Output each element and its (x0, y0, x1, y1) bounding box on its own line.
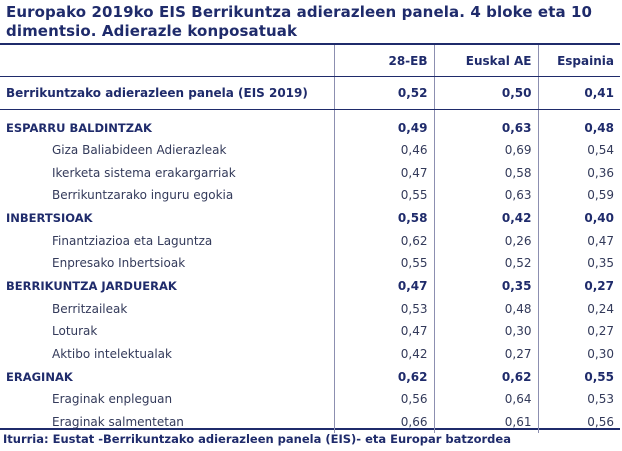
indicator-row-label: Berrikuntzarako inguru egokia (52, 188, 234, 203)
indicator-row-value-eu28: 0,47 (333, 320, 434, 343)
indicator-row: Eraginak salmentetan 0,66 0,61 0,56 (0, 410, 620, 433)
section-row-label: INBERTSIOAK (6, 211, 93, 225)
indicator-row-value-eu28: 0,42 (333, 342, 434, 365)
indicator-row-value-eu28: 0,66 (333, 410, 434, 433)
indicator-row-value-basque-country: 0,64 (433, 388, 538, 411)
indicator-row: Berritzaileak 0,53 0,48 0,24 (0, 297, 620, 320)
section-row-label: ESPARRU BALDINTZAK (6, 120, 152, 135)
summary-label: Berrikuntzako adierazleen panela (EIS 20… (0, 76, 334, 110)
indicator-row-value-basque-country: 0,48 (433, 297, 538, 320)
indicator-row-value-basque-country: 0,63 (433, 184, 538, 207)
indicator-row-value-eu28: 0,62 (333, 229, 434, 252)
indicator-row: Aktibo intelektualak 0,42 0,27 0,30 (0, 342, 620, 365)
section-row-value-spain: 0,48 (537, 116, 620, 139)
indicator-row-label: Giza Baliabideen Adierazleak (52, 143, 227, 158)
section-row-label: ERAGINAK (6, 369, 73, 384)
indicator-row: Ikerketa sistema erakargarriak 0,47 0,58 0,… (0, 161, 620, 184)
indicator-row: Loturak 0,47 0,30 0,27 (0, 320, 620, 343)
section-row: INBERTSIOAK 0,58 0,42 0,40 (0, 206, 620, 230)
indicator-row: Enpresako Inbertsioak 0,55 0,52 0,35 (0, 252, 620, 275)
summary-value-basque-country: 0,50 (433, 76, 538, 110)
indicator-row-value-eu28: 0,53 (333, 297, 434, 320)
indicator-row-value-spain: 0,54 (537, 139, 620, 162)
indicator-row-value-basque-country: 0,30 (433, 320, 538, 343)
indicator-row-value-spain: 0,53 (537, 388, 620, 411)
indicator-row-label: Eraginak salmentetan (52, 414, 184, 429)
indicator-row-value-spain: 0,36 (537, 161, 620, 184)
indicator-row-value-spain: 0,59 (537, 184, 620, 207)
section-row: BERRIKUNTZA JARDUERAK 0,47 0,35 0,27 (0, 274, 620, 298)
section-row-value-basque-country: 0,63 (433, 116, 538, 139)
indicator-row-label: Berritzaileak (52, 301, 128, 316)
indicator-row-label: Aktibo intelektualak (52, 346, 172, 361)
source-note: Iturria: Eustat -Berrikuntzako adierazle… (3, 432, 511, 446)
indicator-row-value-basque-country: 0,58 (433, 161, 538, 184)
indicator-row-label: Ikerketa sistema erakargarriak (52, 165, 236, 180)
section-row-value-eu28: 0,47 (333, 274, 434, 298)
indicator-row: Berrikuntzarako inguru egokia 0,55 0,63 0,5… (0, 184, 620, 207)
indicator-row: Giza Baliabideen Adierazleak 0,46 0,69 0,54 (0, 139, 620, 162)
indicator-row-value-spain: 0,35 (537, 252, 620, 275)
indicator-row-value-eu28: 0,56 (333, 388, 434, 411)
column-header-basque-country: Euskal AE (433, 45, 538, 77)
indicator-row-value-spain: 0,47 (537, 229, 620, 252)
indicator-row-label: Finantziazioa eta Laguntza (52, 233, 213, 248)
indicator-row-value-spain: 0,27 (537, 320, 620, 343)
indicator-row-value-eu28: 0,55 (333, 184, 434, 207)
summary-row: Berrikuntzako adierazleen panela (EIS 20… (0, 76, 620, 110)
section-row-label: BERRIKUNTZA JARDUERAK (6, 279, 177, 293)
column-header-eu28: 28-EB (333, 45, 434, 77)
section-row: ESPARRU BALDINTZAK 0,49 0,63 0,48 (0, 116, 620, 139)
section-row-value-basque-country: 0,35 (433, 274, 538, 298)
indicator-row-label: Loturak (52, 324, 98, 339)
indicator-row-value-spain: 0,56 (537, 410, 620, 433)
spacer-row (0, 109, 620, 116)
section-row-value-spain: 0,40 (537, 206, 620, 230)
indicator-row: Eraginak enpleguan 0,56 0,64 0,53 (0, 388, 620, 411)
summary-value-eu28: 0,52 (333, 76, 434, 110)
indicator-row: Finantziazioa eta Laguntza 0,62 0,26 0,47 (0, 229, 620, 252)
section-row-value-basque-country: 0,62 (433, 365, 538, 388)
indicator-row-label: Eraginak enpleguan (52, 392, 173, 407)
indicator-row-value-basque-country: 0,61 (433, 410, 538, 433)
indicator-row-value-basque-country: 0,52 (433, 252, 538, 275)
section-row-value-eu28: 0,58 (333, 206, 434, 230)
header-row: 28-EB Euskal AE Espainia (0, 45, 620, 77)
indicator-row-value-basque-country: 0,27 (433, 342, 538, 365)
indicator-row-value-basque-country: 0,69 (433, 139, 538, 162)
data-table-frame: 28-EB Euskal AE Espainia Berrikuntzako a… (0, 43, 620, 433)
header-empty-cell (0, 45, 334, 77)
section-row: ERAGINAK 0,62 0,62 0,55 (0, 365, 620, 388)
data-table: 28-EB Euskal AE Espainia Berrikuntzako a… (0, 45, 620, 433)
section-row-value-spain: 0,27 (537, 274, 620, 298)
indicator-row-value-spain: 0,24 (537, 297, 620, 320)
indicator-row-value-eu28: 0,47 (333, 161, 434, 184)
indicator-row-value-eu28: 0,46 (333, 139, 434, 162)
indicator-row-label: Enpresako Inbertsioak (52, 256, 186, 271)
table-title: Europako 2019ko EIS Berrikuntza adierazl… (6, 3, 593, 40)
section-row-value-eu28: 0,49 (333, 116, 434, 139)
section-row-value-basque-country: 0,42 (433, 206, 538, 230)
indicator-row-value-eu28: 0,55 (333, 252, 434, 275)
column-header-spain: Espainia (537, 45, 620, 77)
section-row-value-spain: 0,55 (537, 365, 620, 388)
indicator-row-value-spain: 0,30 (537, 342, 620, 365)
table-body: Berrikuntzako adierazleen panela (EIS 20… (0, 76, 620, 433)
section-row-value-eu28: 0,62 (333, 365, 434, 388)
summary-value-spain: 0,41 (537, 76, 620, 110)
indicator-row-value-basque-country: 0,26 (433, 229, 538, 252)
